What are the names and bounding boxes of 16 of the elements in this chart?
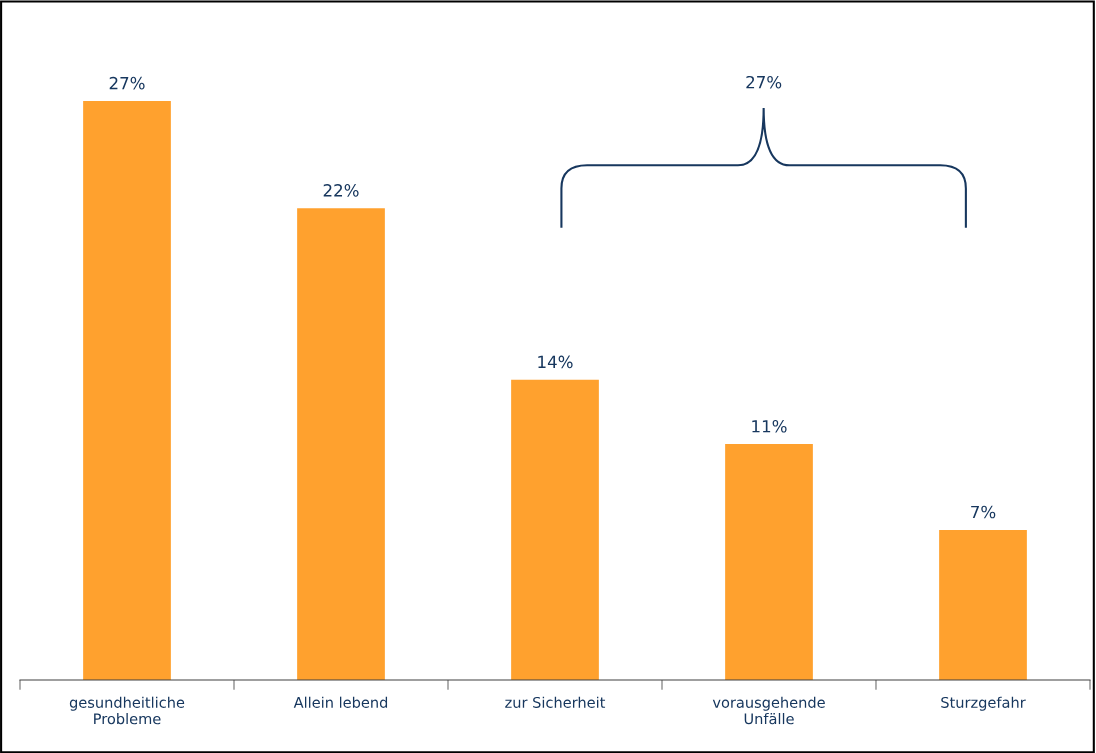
bar xyxy=(511,379,599,680)
x-tick-label: Sturzgefahr xyxy=(941,696,1026,711)
data-label: 11% xyxy=(752,419,787,433)
data-label: 14% xyxy=(538,355,573,369)
bar xyxy=(297,208,385,680)
x-tick-label: vorausgehende Unfälle xyxy=(712,696,825,725)
x-tick-label: zur Sicherheit xyxy=(505,696,606,708)
x-tick-label: gesundheitliche Probleme xyxy=(69,696,185,725)
data-label: 27% xyxy=(109,76,145,90)
bar xyxy=(83,101,171,680)
bar xyxy=(725,444,813,680)
data-label: 22% xyxy=(323,184,359,197)
text: 27% xyxy=(746,75,782,89)
bar xyxy=(939,529,1027,680)
x-tick-label: Allein lebend xyxy=(293,696,388,708)
data-label: 7% xyxy=(971,505,996,519)
